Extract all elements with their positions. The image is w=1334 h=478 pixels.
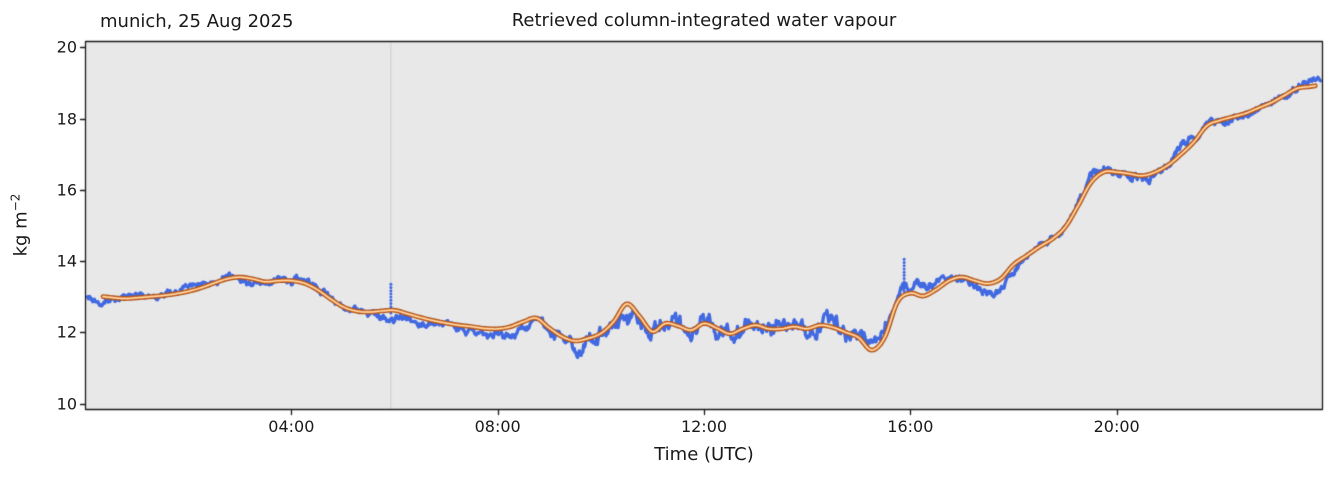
y-axis-label-exponent: −2: [8, 193, 23, 212]
y-tick-label-12: 12: [56, 322, 77, 342]
y-tick-label-14: 14: [56, 251, 77, 271]
y-axis-label: kg m−2: [9, 194, 32, 257]
y-axis-label-base: kg m: [10, 211, 32, 257]
x-tick-label-1200: 12:00: [680, 417, 728, 436]
x-tick-label-2000: 20:00: [1093, 417, 1140, 436]
x-tick-label-0400: 04:00: [268, 417, 315, 436]
y-tick-label-18: 18: [56, 109, 77, 129]
x-tick-label-0800: 08:00: [474, 417, 521, 436]
station-date-label: munich, 25 Aug 2025: [100, 11, 294, 32]
y-tick-label-20: 20: [56, 37, 77, 57]
x-axis-label: Time (UTC): [654, 444, 754, 465]
y-tick-label-16: 16: [56, 180, 77, 200]
x-tick-label-1600: 16:00: [887, 417, 934, 436]
y-tick-label-10: 10: [56, 394, 77, 414]
chart-title: Retrieved column-integrated water vapour: [511, 10, 897, 31]
